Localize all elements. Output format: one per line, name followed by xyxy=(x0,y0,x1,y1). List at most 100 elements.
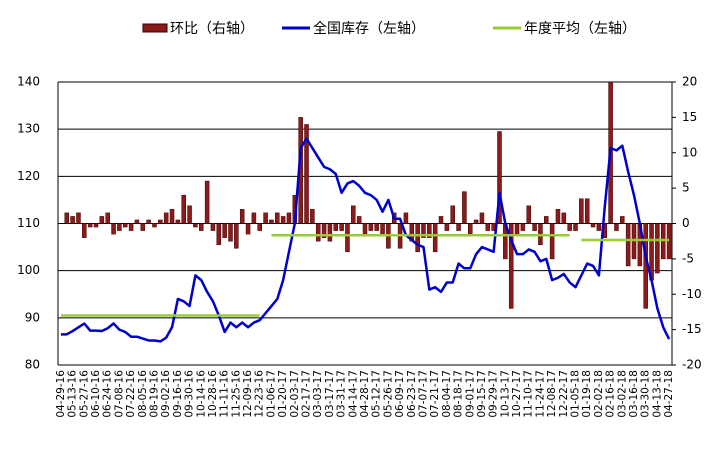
bar xyxy=(549,223,555,260)
x-tick-label: 04-13-18 xyxy=(651,370,663,418)
x-tick-label: 12-09-16 xyxy=(242,370,254,418)
legend-label: 年度平均（左轴） xyxy=(524,21,636,37)
bar xyxy=(555,209,561,224)
x-tick-label: 03-31-17 xyxy=(336,370,348,418)
bar xyxy=(345,223,350,253)
bar xyxy=(158,219,163,224)
bar xyxy=(134,219,140,224)
x-tick-label: 03-16-18 xyxy=(628,370,640,418)
x-tick-label: 10-28-16 xyxy=(207,370,219,418)
x-tick-label: 07-07-17 xyxy=(417,370,429,418)
x-tick-label: 04-29-16 xyxy=(55,370,67,418)
bar xyxy=(333,223,339,231)
bar xyxy=(111,223,116,235)
bar xyxy=(146,219,151,224)
x-tick-label: 08-04-17 xyxy=(441,370,453,418)
y-tick-label: 80 xyxy=(25,358,40,372)
bar xyxy=(514,223,520,235)
bar xyxy=(456,223,461,231)
y-tick-label: 120 xyxy=(17,169,40,183)
bar xyxy=(93,223,99,228)
x-tick-label: 07-21-17 xyxy=(429,370,441,418)
bar xyxy=(216,223,222,245)
y2-tick-label: -10 xyxy=(682,287,702,301)
x-tick-label: 09-01-17 xyxy=(464,370,476,418)
bar xyxy=(438,216,444,224)
bar xyxy=(497,131,502,224)
bar xyxy=(275,212,280,224)
bar xyxy=(187,205,192,224)
y-tick-label: 100 xyxy=(17,263,40,277)
x-tick-label: 12-08-17 xyxy=(546,370,558,418)
bar xyxy=(175,219,181,224)
bar xyxy=(251,212,257,224)
bar xyxy=(286,212,292,224)
bar xyxy=(356,216,362,224)
bar xyxy=(450,205,455,224)
bar xyxy=(181,194,186,224)
bar xyxy=(526,205,531,224)
x-tick-label: 05-13-16 xyxy=(67,370,79,418)
bar xyxy=(327,223,333,242)
bar xyxy=(520,223,526,231)
bar xyxy=(590,223,596,228)
bar xyxy=(544,216,549,224)
bar xyxy=(415,223,420,253)
bar xyxy=(128,223,134,231)
bar xyxy=(239,209,245,224)
bar xyxy=(99,216,105,224)
x-tick-label: 02-16-18 xyxy=(605,370,617,418)
y2-tick-label: -5 xyxy=(682,251,694,265)
x-tick-label: 05-12-17 xyxy=(371,370,383,418)
x-tick-label: 09-15-17 xyxy=(476,370,488,418)
bar xyxy=(269,219,274,224)
x-tick-label: 08-05-16 xyxy=(137,370,149,418)
bar xyxy=(584,198,590,224)
bar xyxy=(105,212,110,224)
x-tick-label: 09-29-17 xyxy=(488,370,500,418)
bar xyxy=(427,223,432,238)
y-tick-label: 140 xyxy=(17,75,40,89)
x-tick-label: 08-18-17 xyxy=(453,370,465,418)
bar xyxy=(87,223,93,228)
bar xyxy=(421,223,426,238)
bar xyxy=(403,212,409,224)
bar xyxy=(193,223,198,228)
bar xyxy=(152,223,157,228)
bar xyxy=(432,223,438,253)
x-tick-label: 03-17-17 xyxy=(324,370,336,418)
x-tick-label: 10-14-16 xyxy=(195,370,207,418)
bar xyxy=(310,209,315,224)
x-tick-label: 06-09-17 xyxy=(394,370,406,418)
bar xyxy=(169,209,175,224)
bar xyxy=(257,223,262,231)
bar xyxy=(64,212,70,224)
bar xyxy=(573,223,578,231)
bar xyxy=(596,223,602,231)
bar xyxy=(614,223,619,231)
x-tick-label: 11-11-16 xyxy=(219,370,231,418)
x-tick-label: 01-20-17 xyxy=(277,370,289,418)
bar xyxy=(351,205,356,224)
bar xyxy=(362,223,368,235)
bar xyxy=(620,216,625,224)
legend-label: 全国库存（左轴） xyxy=(313,20,425,37)
x-tick-label: 12-23-16 xyxy=(254,370,266,418)
bar xyxy=(122,223,128,228)
y2-tick-label: -20 xyxy=(682,358,702,372)
bar xyxy=(70,216,75,224)
bar xyxy=(234,223,239,249)
x-tick-label: 02-02-18 xyxy=(593,370,605,418)
bar xyxy=(374,223,379,231)
x-tick-label: 02-17-17 xyxy=(301,370,313,418)
y2-tick-label: 0 xyxy=(682,216,690,230)
bar xyxy=(368,223,374,231)
bar xyxy=(140,223,146,231)
bar xyxy=(579,198,584,224)
y-tick-label: 130 xyxy=(17,122,40,136)
bar xyxy=(263,212,268,224)
x-tick-label: 10-13-17 xyxy=(499,370,511,418)
bar xyxy=(228,223,233,242)
x-tick-label: 11-25-16 xyxy=(230,370,242,418)
x-tick-label: 11-24-17 xyxy=(534,370,546,418)
